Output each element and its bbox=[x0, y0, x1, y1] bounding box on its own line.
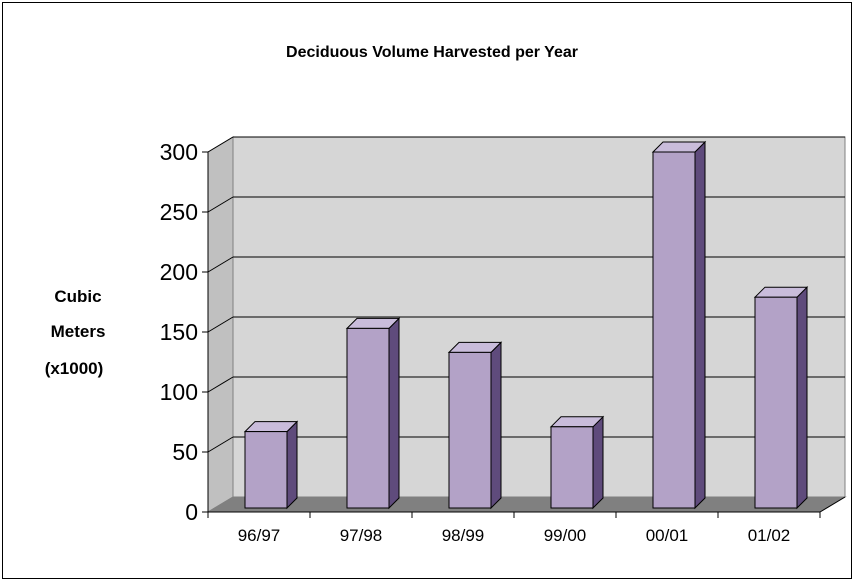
bar-top bbox=[447, 341, 503, 353]
bar-side bbox=[388, 317, 400, 510]
bar-top bbox=[243, 421, 299, 433]
bar-side bbox=[694, 140, 706, 510]
gridline-side bbox=[207, 256, 234, 273]
gridline-side bbox=[207, 376, 234, 393]
bar-top bbox=[549, 416, 605, 428]
y-tick-label: 200 bbox=[160, 259, 198, 285]
bar-top bbox=[651, 141, 707, 153]
y-axis-label-line-1: Cubic bbox=[54, 287, 101, 306]
plot-area: 0 50 100 150 200 250 300 96/97 97/98 98/99 99/00 00… bbox=[160, 136, 847, 545]
x-tick-label: 00/01 bbox=[646, 526, 689, 545]
chart-title: Deciduous Volume Harvested per Year bbox=[286, 44, 578, 61]
gridline-side bbox=[207, 436, 234, 453]
gridline-side bbox=[207, 136, 234, 153]
y-tick-label: 150 bbox=[160, 319, 198, 345]
floor bbox=[206, 496, 847, 513]
y-axis-label-line-2: Meters bbox=[51, 322, 106, 341]
y-tick-label: 50 bbox=[172, 439, 198, 465]
bar bbox=[244, 431, 288, 509]
bar-side bbox=[490, 341, 502, 510]
y-tick-label: 100 bbox=[160, 379, 198, 405]
x-tick-label: 01/02 bbox=[748, 526, 791, 545]
bar-side bbox=[286, 420, 298, 510]
x-tick-label: 98/99 bbox=[442, 526, 485, 545]
y-axis-label-line-3: (x1000) bbox=[45, 359, 104, 378]
y-tick-label: 0 bbox=[185, 499, 198, 525]
x-tick-label: 97/98 bbox=[340, 526, 383, 545]
bar bbox=[346, 327, 390, 509]
bar-top bbox=[345, 317, 401, 329]
gridline-side bbox=[207, 316, 234, 333]
x-tick-label: 99/00 bbox=[544, 526, 587, 545]
gridline-side bbox=[207, 196, 234, 213]
bar-top bbox=[753, 286, 809, 298]
y-tick-label: 250 bbox=[160, 199, 198, 225]
x-axis-edge bbox=[819, 496, 846, 513]
bar-side bbox=[796, 285, 808, 510]
x-tick-label: 96/97 bbox=[238, 526, 281, 545]
bar bbox=[652, 151, 696, 509]
bar bbox=[448, 351, 492, 509]
bar bbox=[754, 296, 798, 509]
bar-side bbox=[592, 415, 604, 510]
bar bbox=[550, 426, 594, 509]
y-tick-label: 300 bbox=[160, 139, 198, 165]
